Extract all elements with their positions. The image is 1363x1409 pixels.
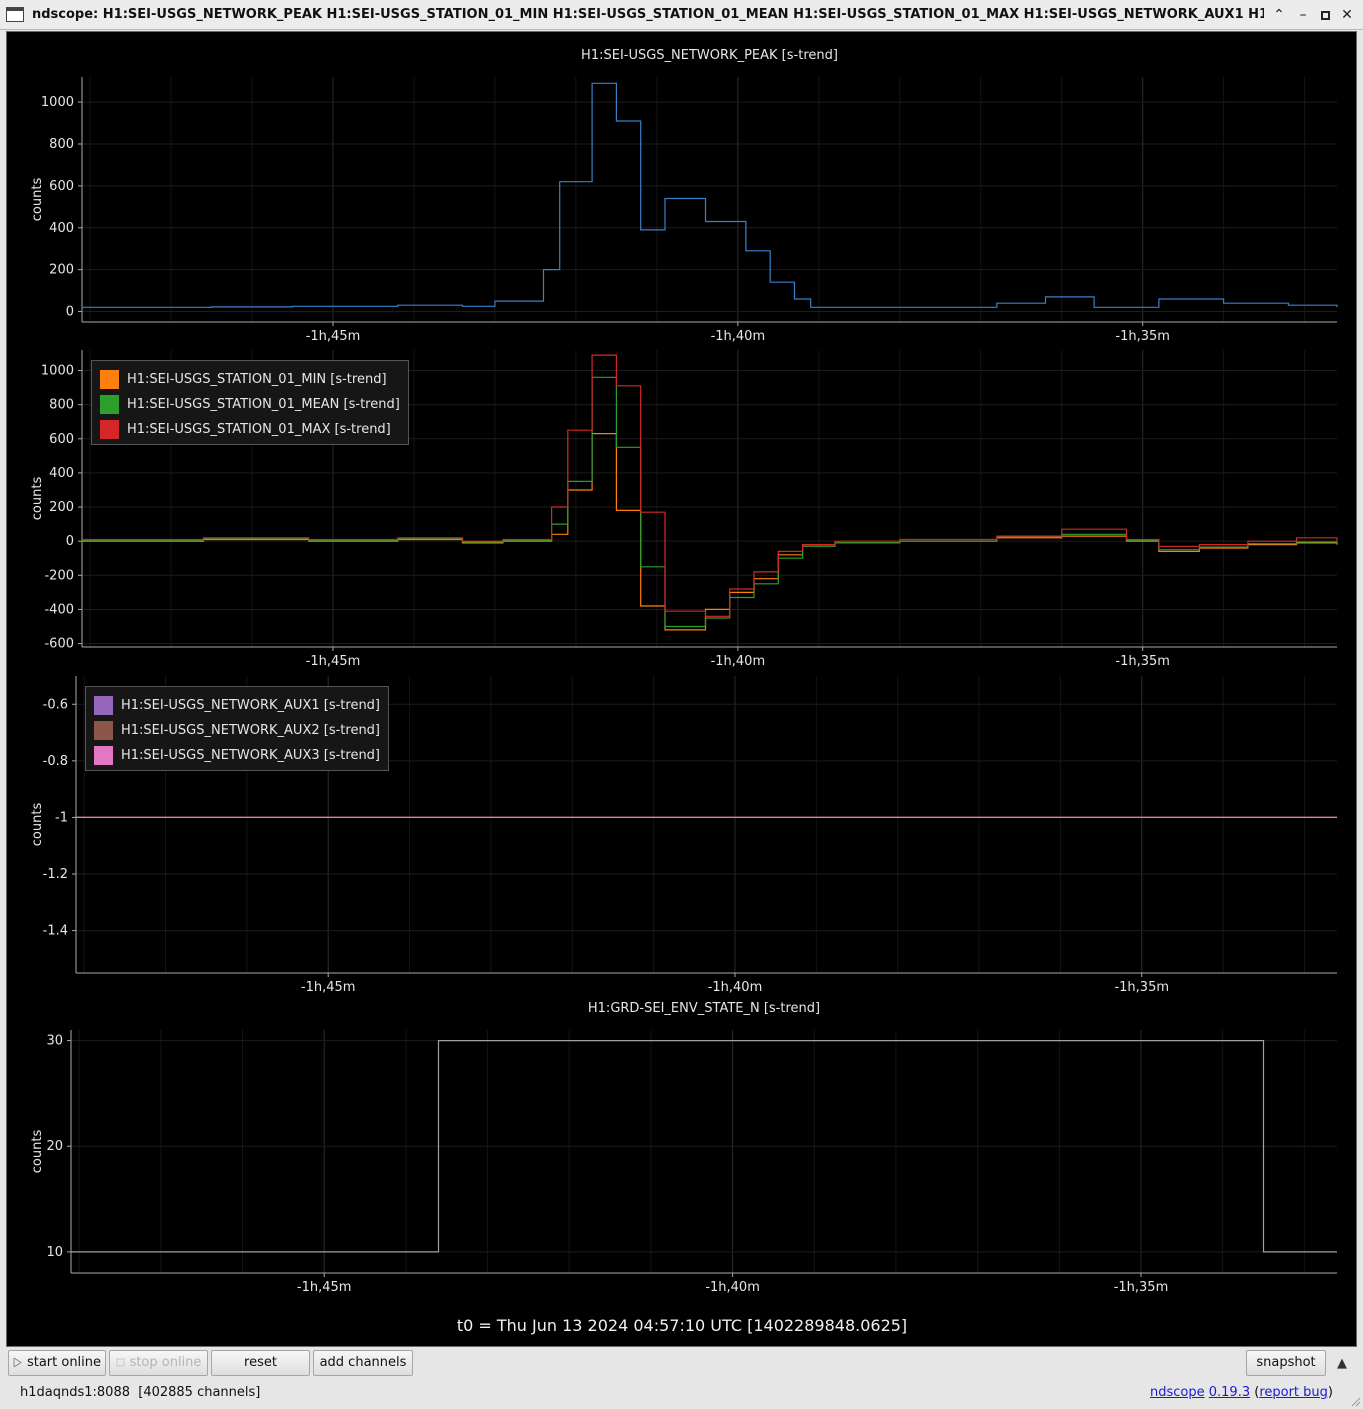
legend-swatch-aux3 [94,746,113,765]
play-icon [13,1358,22,1367]
legend-item[interactable]: H1:SEI-USGS_STATION_01_MIN [s-trend] [100,367,400,392]
y-tick-label: 0 [66,534,74,549]
legend-item[interactable]: H1:SEI-USGS_NETWORK_AUX3 [s-trend] [94,743,380,768]
y-tick-label: -0.6 [43,697,68,712]
legend-item[interactable]: H1:SEI-USGS_STATION_01_MAX [s-trend] [100,417,400,442]
y-tick-label: -0.8 [43,754,68,769]
y-tick-label: 800 [49,137,74,152]
report-bug-link[interactable]: report bug [1259,1385,1328,1400]
legend-swatch-max [100,420,119,439]
y-tick-label: 0 [66,305,74,320]
y-tick-label: 30 [46,1034,63,1049]
toolbar: start online stop online reset add chann… [0,1348,1363,1378]
y-tick-label: 200 [49,263,74,278]
legend-item[interactable]: H1:SEI-USGS_STATION_01_MEAN [s-trend] [100,392,400,417]
x-tick-label: -1h,40m [708,980,763,995]
stop-online-label: stop online [129,1355,202,1370]
status-bar: h1daqnds1:8088 [402885 channels] ndscope… [0,1380,1363,1409]
y-tick-label: -400 [44,602,74,617]
server-address: h1daqnds1:8088 [20,1385,130,1400]
y-tick-label: 1000 [41,95,74,110]
start-online-label: start online [26,1355,102,1370]
series-line [82,354,1338,617]
channel-count: [402885 channels] [138,1385,261,1400]
y-tick-label: 20 [46,1139,63,1154]
series-line [82,82,1338,308]
window-title: ndscope: H1:SEI-USGS_NETWORK_PEAK H1:SEI… [32,7,1264,22]
x-tick-label: -1h,35m [1115,329,1170,344]
y-tick-label: 800 [49,398,74,413]
x-tick-label: -1h,45m [297,1280,352,1295]
start-online-button[interactable]: start online [8,1350,106,1376]
legend-swatch-mean [100,395,119,414]
y-tick-label: 200 [49,500,74,515]
chevron-up-icon[interactable]: ▲ [1337,1356,1347,1371]
stop-icon [116,1358,125,1367]
legend-label: H1:SEI-USGS_STATION_01_MIN [s-trend] [127,372,387,387]
chevron-up-icon[interactable]: ⌃ [1273,7,1285,23]
t0-label: t0 = Thu Jun 13 2024 04:57:10 UTC [14022… [457,1316,907,1335]
y-axis-label: counts [30,1130,45,1174]
legend-item[interactable]: H1:SEI-USGS_NETWORK_AUX2 [s-trend] [94,718,380,743]
plot-3-legend[interactable]: H1:SEI-USGS_NETWORK_AUX1 [s-trend] H1:SE… [85,686,390,771]
y-tick-label: 600 [49,179,74,194]
y-tick-label: 10 [46,1245,63,1260]
y-axis-label: counts [30,477,45,521]
x-tick-label: -1h,35m [1114,980,1169,995]
app-name-link[interactable]: ndscope [1149,1385,1205,1400]
x-tick-label: -1h,40m [711,654,766,669]
y-tick-label: 1000 [41,363,74,378]
resize-grip-icon[interactable] [1349,1395,1361,1407]
server-status: h1daqnds1:8088 [402885 channels] [20,1385,260,1400]
y-tick-label: 600 [49,432,74,447]
plot-2-legend[interactable]: H1:SEI-USGS_STATION_01_MIN [s-trend] H1:… [91,360,409,445]
version-link[interactable]: 0.19.3 [1208,1385,1251,1400]
legend-swatch-aux1 [94,696,113,715]
x-tick-label: -1h,45m [306,654,361,669]
plot-title: H1:SEI-USGS_NETWORK_PEAK [s-trend] [581,48,838,63]
app-window-icon [6,7,24,22]
window-titlebar: ndscope: H1:SEI-USGS_NETWORK_PEAK H1:SEI… [0,0,1363,30]
stop-online-button[interactable]: stop online [109,1350,208,1376]
snapshot-button[interactable]: snapshot [1246,1350,1326,1376]
reset-button[interactable]: reset [211,1350,310,1376]
legend-label: H1:SEI-USGS_NETWORK_AUX1 [s-trend] [121,698,381,713]
close-icon[interactable]: ✕ [1341,7,1353,23]
legend-label: H1:SEI-USGS_STATION_01_MAX [s-trend] [127,422,391,437]
legend-swatch-aux2 [94,721,113,740]
y-tick-label: -200 [44,568,74,583]
y-axis-label: counts [30,803,45,847]
legend-label: H1:SEI-USGS_STATION_01_MEAN [s-trend] [127,397,400,412]
y-tick-label: -1.4 [43,924,68,939]
x-tick-label: -1h,45m [301,980,356,995]
series-line [82,433,1338,631]
version-info: ndscope 0.19.3 (report bug) [1149,1385,1333,1400]
add-channels-button[interactable]: add channels [313,1350,413,1376]
y-tick-label: -1 [55,810,68,825]
y-tick-label: 400 [49,466,74,481]
legend-item[interactable]: H1:SEI-USGS_NETWORK_AUX1 [s-trend] [94,693,380,718]
series-line [71,1040,1337,1253]
minimize-icon[interactable]: – [1299,7,1307,23]
y-tick-label: 400 [49,221,74,236]
x-tick-label: -1h,40m [711,329,766,344]
legend-label: H1:SEI-USGS_NETWORK_AUX3 [s-trend] [121,748,381,763]
legend-swatch-min [100,370,119,389]
legend-label: H1:SEI-USGS_NETWORK_AUX2 [s-trend] [121,723,381,738]
maximize-icon[interactable] [1316,6,1334,24]
y-tick-label: -600 [44,637,74,652]
plot-title: H1:GRD-SEI_ENV_STATE_N [s-trend] [588,1001,820,1016]
y-tick-label: -1.2 [43,867,68,882]
x-tick-label: -1h,35m [1115,654,1170,669]
y-axis-label: counts [30,178,45,222]
x-tick-label: -1h,35m [1114,1280,1169,1295]
x-tick-label: -1h,45m [306,329,361,344]
plot-area[interactable]: 0 200 400 600 800 1000 -1h,45m -1h,40m -1h,35m co… [6,31,1357,1347]
x-tick-label: -1h,40m [705,1280,760,1295]
